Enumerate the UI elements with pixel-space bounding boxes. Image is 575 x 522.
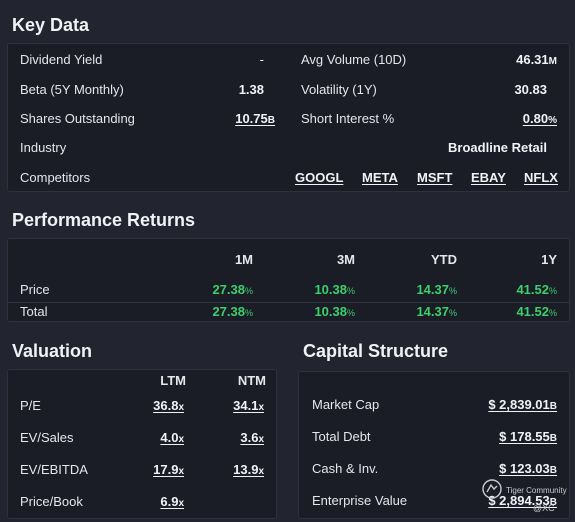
- valuation-row-ev-sales: EV/Sales 4.0x 3.6x: [8, 430, 276, 448]
- competitor-link-msft[interactable]: MSFT: [417, 170, 453, 185]
- valuation-row-ev-ebitda: EV/EBITDA 17.9x 13.9x: [8, 462, 276, 480]
- watermark-text: Tiger Community: [506, 486, 567, 495]
- valuation-header-row: LTM NTM: [8, 373, 276, 391]
- competitors-label: Competitors: [20, 170, 91, 185]
- capital-row-enterprise-value: Enterprise Value $ 2,894.53B: [299, 493, 569, 511]
- volatility-label: Volatility (1Y): [301, 82, 377, 97]
- capital-row-total-debt: Total Debt $ 178.55B: [299, 429, 569, 447]
- price-3m: 10.38%: [314, 282, 355, 297]
- ev-ebitda-ntm-link[interactable]: 13.9x: [233, 462, 264, 477]
- row-label: Total Debt: [312, 429, 371, 444]
- tiger-logo-icon: [482, 479, 502, 499]
- ev-sales-ltm-link[interactable]: 4.0x: [160, 430, 184, 445]
- row-label: Price: [20, 282, 50, 297]
- cash-inv-link[interactable]: $ 123.03B: [499, 461, 557, 476]
- row-divider: [8, 302, 569, 303]
- competitor-link-meta[interactable]: META: [362, 170, 398, 185]
- market-cap-link[interactable]: $ 2,839.01B: [488, 397, 557, 412]
- performance-row-price: Price 27.38% 10.38% 14.37% 41.52%: [8, 282, 569, 300]
- col-header-ntm: NTM: [237, 373, 266, 388]
- key-data-card: Dividend Yield - Avg Volume (10D) 46.31M…: [7, 43, 570, 192]
- total-ytd: 14.37%: [416, 304, 457, 319]
- capital-row-market-cap: Market Cap $ 2,839.01B: [299, 397, 569, 415]
- row-label: Total: [20, 304, 48, 319]
- volatility-value: 30.83: [514, 82, 547, 97]
- price-book-ltm-link[interactable]: 6.9x: [160, 494, 184, 509]
- performance-header-row: 1M 3M YTD 1Y: [8, 252, 569, 270]
- row-label: Market Cap: [312, 397, 380, 412]
- valuation-title: Valuation: [12, 341, 93, 361]
- total-1m: 27.38%: [212, 304, 253, 319]
- row-label: Cash & Inv.: [312, 461, 379, 476]
- shares-outstanding-link[interactable]: 10.75B: [235, 111, 275, 126]
- industry-row: Industry Broadline Retail: [8, 140, 569, 158]
- row-label: Enterprise Value: [312, 493, 408, 508]
- col-header-ltm: LTM: [160, 373, 186, 388]
- valuation-row-pe: P/E 36.8x 34.1x: [8, 398, 276, 416]
- col-header-ytd: YTD: [431, 252, 457, 267]
- beta-label: Beta (5Y Monthly): [20, 82, 124, 97]
- performance-row-total: Total 27.38% 10.38% 14.37% 41.52%: [8, 304, 569, 322]
- competitor-link-nflx[interactable]: NFLX: [524, 170, 558, 185]
- key-data-title: Key Data: [12, 15, 90, 35]
- performance-card: 1M 3M YTD 1Y Price 27.38% 10.38% 14.37% …: [7, 238, 570, 322]
- capital-structure-card: Market Cap $ 2,839.01B Total Debt $ 178.…: [298, 371, 570, 519]
- enterprise-value-link[interactable]: $ 2,894.53B: [488, 493, 557, 508]
- row-label: EV/Sales: [20, 430, 74, 445]
- dividend-yield-value: -: [259, 52, 264, 67]
- col-header-1m: 1M: [234, 252, 253, 267]
- ev-ebitda-ltm-link[interactable]: 17.9x: [153, 462, 184, 477]
- pe-ntm-link[interactable]: 34.1x: [233, 398, 264, 413]
- price-1y: 41.52%: [516, 282, 557, 297]
- industry-value: Broadline Retail: [448, 140, 547, 155]
- beta-row: Beta (5Y Monthly) 1.38 Volatility (1Y) 3…: [8, 82, 569, 100]
- shares-row: Shares Outstanding 10.75B Short Interest…: [8, 111, 569, 129]
- performance-title: Performance Returns: [12, 210, 196, 230]
- competitor-link-ebay[interactable]: EBAY: [471, 170, 506, 185]
- avg-volume-value: 46.31M: [516, 52, 557, 67]
- shares-outstanding-label: Shares Outstanding: [20, 111, 135, 126]
- industry-label: Industry: [20, 140, 67, 155]
- price-1m: 27.38%: [212, 282, 253, 297]
- beta-value: 1.38: [238, 82, 264, 97]
- total-1y: 41.52%: [516, 304, 557, 319]
- total-3m: 10.38%: [314, 304, 355, 319]
- valuation-card: LTM NTM P/E 36.8x 34.1x EV/Sales 4.0x 3.…: [7, 369, 277, 519]
- capital-row-cash: Cash & Inv. $ 123.03B: [299, 461, 569, 479]
- valuation-row-price-book: Price/Book 6.9x: [8, 494, 276, 512]
- row-label: P/E: [20, 398, 41, 413]
- competitors-row: Competitors GOOGL META MSFT EBAY NFLX: [8, 170, 569, 188]
- dividend-yield-label: Dividend Yield: [20, 52, 103, 67]
- price-ytd: 14.37%: [416, 282, 457, 297]
- watermark-handle: @XC: [533, 503, 555, 513]
- competitor-link-googl[interactable]: GOOGL: [295, 170, 344, 185]
- col-header-1y: 1Y: [541, 252, 557, 267]
- short-interest-link[interactable]: 0.80%: [522, 111, 557, 126]
- col-header-3m: 3M: [336, 252, 355, 267]
- ev-sales-ntm-link[interactable]: 3.6x: [240, 430, 264, 445]
- row-label: Price/Book: [20, 494, 83, 509]
- avg-volume-label: Avg Volume (10D): [301, 52, 407, 67]
- short-interest-label: Short Interest %: [301, 111, 395, 126]
- pe-ltm-link[interactable]: 36.8x: [153, 398, 184, 413]
- row-label: EV/EBITDA: [20, 462, 88, 477]
- total-debt-link[interactable]: $ 178.55B: [499, 429, 557, 444]
- dividend-yield-row: Dividend Yield - Avg Volume (10D) 46.31M: [8, 52, 569, 70]
- capital-structure-title: Capital Structure: [303, 341, 449, 361]
